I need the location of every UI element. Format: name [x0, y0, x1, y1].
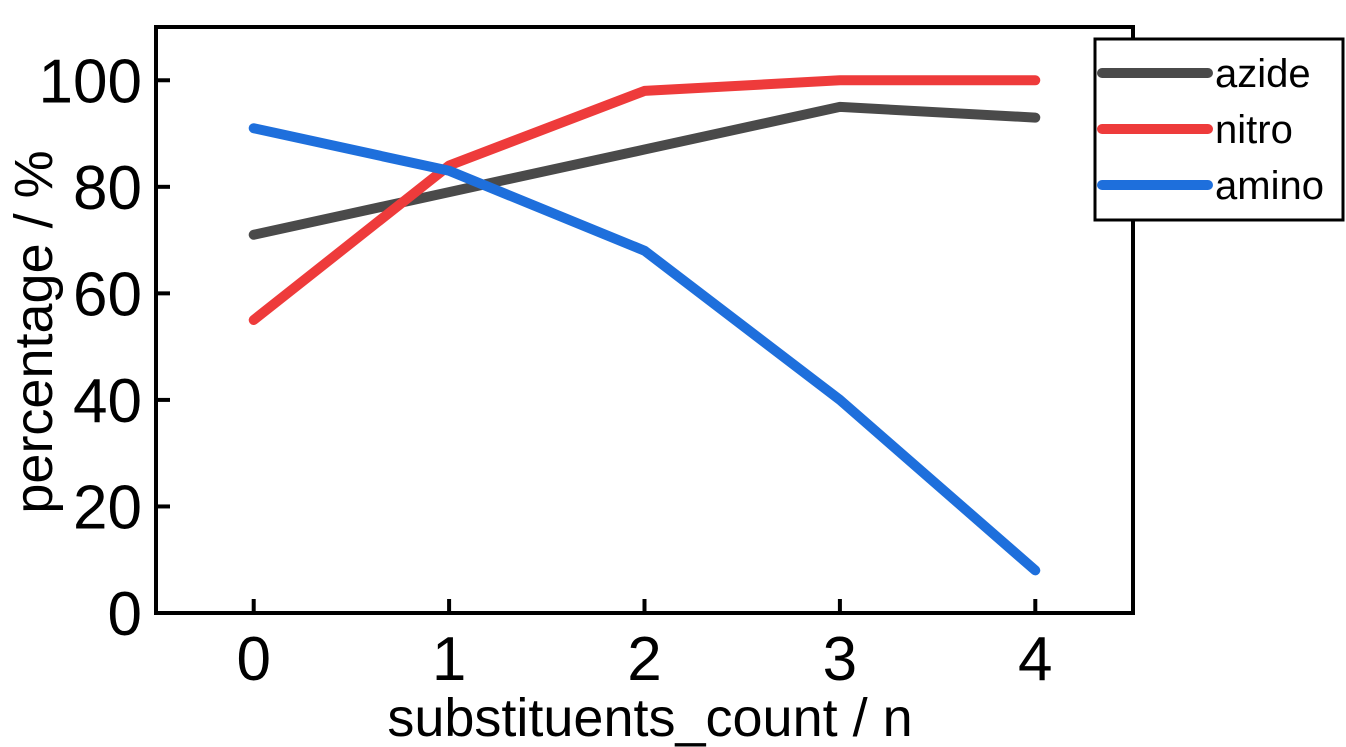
x-axis-title: substituents_count / n [387, 688, 912, 747]
series-line-amino [248, 123, 1041, 576]
x-tick-label: 4 [1018, 625, 1052, 694]
legend-label-nitro: nitro [1215, 108, 1293, 152]
y-tick-label: 20 [73, 473, 142, 542]
y-tick-label: 0 [108, 580, 142, 649]
series-layer [248, 75, 1041, 576]
x-tick-label: 3 [823, 625, 857, 694]
legend-label-amino: amino [1215, 164, 1324, 208]
y-tick-label: 60 [73, 260, 142, 329]
x-tick-label: 1 [432, 625, 466, 694]
y-tick-label: 40 [73, 367, 142, 436]
legend: azide nitro amino [1093, 37, 1345, 222]
x-axis-ticks: 0 1 2 3 4 [236, 599, 1053, 694]
y-axis-title: percentage / % [4, 150, 64, 513]
y-tick-label: 80 [73, 154, 142, 223]
series-line-nitro [248, 75, 1041, 325]
y-tick-label: 100 [39, 47, 142, 116]
x-tick-label: 2 [627, 625, 661, 694]
legend-label-azide: azide [1215, 52, 1311, 96]
series-line-azide [248, 101, 1041, 240]
x-tick-label: 0 [236, 625, 270, 694]
y-axis-ticks: 0 20 40 60 80 100 [39, 47, 170, 649]
